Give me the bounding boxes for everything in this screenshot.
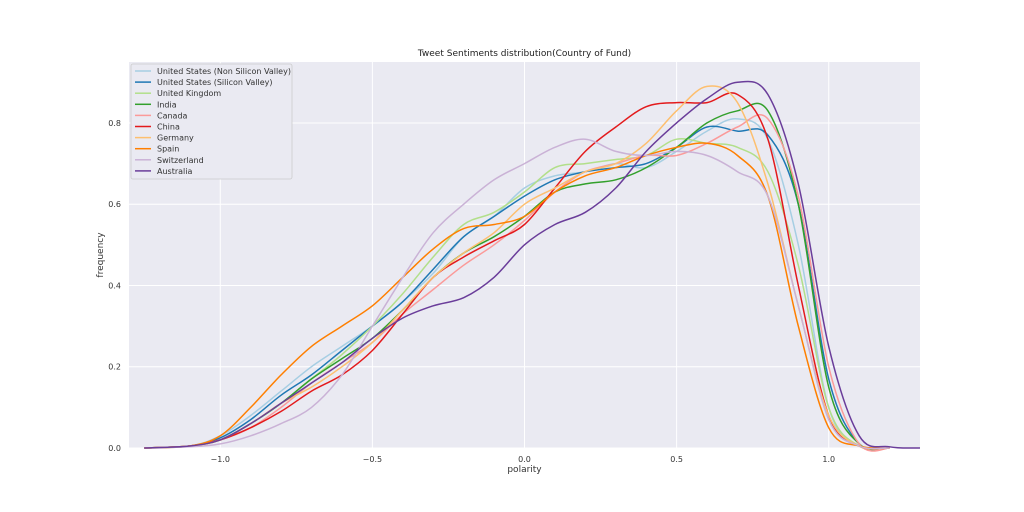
legend-label: Australia [157,167,192,176]
series-line-china [144,92,890,450]
chart-title: Tweet Sentiments distribution(Country of… [417,49,631,59]
y-tick-label: 0.8 [108,119,121,128]
x-axis-label: polarity [507,465,542,475]
series-line-united-states-silicon-valley [144,125,890,451]
x-tick-label: −1.0 [211,455,230,464]
legend-label: United States (Silicon Valley) [157,78,272,87]
series-line-canada [144,113,890,452]
legend-label: India [157,100,177,109]
legend-label: United Kingdom [157,89,221,98]
x-tick-label: 1.0 [822,455,835,464]
legend-label: Spain [157,145,179,154]
legend-label: China [157,123,180,132]
y-tick-label: 0.0 [108,444,121,453]
x-tick-label: −0.5 [363,455,382,464]
y-tick-label: 0.4 [108,281,121,290]
legend-label: Canada [157,111,188,120]
y-tick-label: 0.6 [108,200,121,209]
x-tick-label: 0.5 [670,455,683,464]
y-axis-ticks: 0.0 0.2 0.4 0.6 0.8 [108,119,121,453]
legend-label: United States (Non Silicon Valley) [157,67,291,76]
legend-box [130,63,293,180]
series-lines [144,80,921,452]
legend: United States (Non Silicon Valley) United… [130,63,293,180]
legend-label: Switzerland [157,156,204,165]
x-axis-ticks: −1.0 −0.5 0.0 0.5 1.0 [211,455,836,464]
grid [129,62,920,449]
legend-label: Germany [157,134,194,143]
y-tick-label: 0.2 [108,363,121,372]
series-line-spain [144,142,890,449]
series-line-switzerland [144,138,890,450]
y-axis-label: frequency [96,232,106,278]
series-line-australia [144,80,921,449]
x-tick-label: 0.0 [518,455,531,464]
